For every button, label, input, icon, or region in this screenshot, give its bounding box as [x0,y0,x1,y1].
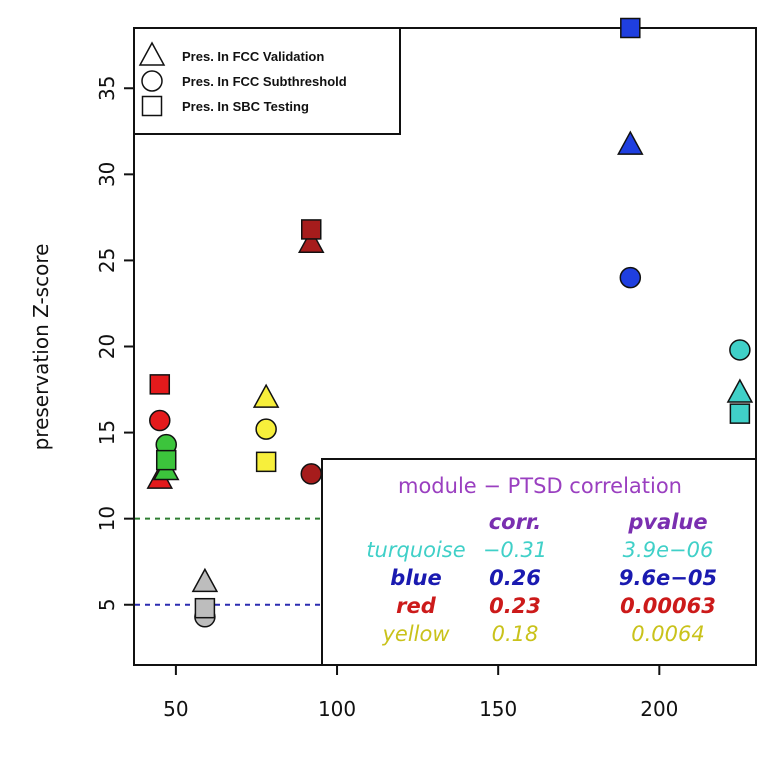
x-tick-label: 50 [163,697,188,721]
data-point-circle [619,266,642,289]
correlation-module: blue [390,566,441,590]
correlation-title: module − PTSD correlation [398,474,682,498]
x-tick-label: 100 [318,697,356,721]
x-tick-label: 200 [640,697,678,721]
correlation-module: turquoise [366,538,465,562]
data-point-triangle [617,130,644,155]
correlation-header: pvalue [627,510,707,534]
data-point-triangle [191,567,219,593]
correlation-module: yellow [381,622,450,646]
data-point-square [301,219,322,240]
data-point-circle [149,409,171,432]
data-point-square [620,17,641,39]
correlation-pvalue: 3.9e−06 [623,538,714,562]
x-axis: 50 100 150 200 [163,665,678,721]
data-point-square [149,374,171,395]
correlation-header: corr. [489,510,542,534]
data-point-square [255,451,277,473]
legend-label: Pres. In FCC Subthreshold [182,74,347,89]
y-tick-label: 10 [95,506,119,531]
y-axis-label: preservation Z-score [29,244,53,451]
legend-label: Pres. In FCC Validation [182,49,324,64]
y-tick-label: 25 [95,248,119,273]
correlation-module: red [396,594,437,618]
data-point-triangle [252,383,280,408]
legend-symbol-circle [141,70,163,92]
correlation-value: 0.23 [489,594,541,618]
data-point-square [729,403,751,424]
correlation-table: module − PTSD correlation corr. pvalue tur… [321,458,757,666]
y-tick-label: 30 [95,162,119,187]
shape-legend: Pres. In FCC Validation Pres. In FCC Subt… [133,27,401,135]
data-point-circle [300,463,323,485]
correlation-pvalue: 0.00063 [620,594,716,618]
y-tick-label: 35 [95,76,119,101]
x-tick-label: 150 [479,697,517,721]
y-axis: 5 10 15 20 25 30 35 [95,76,134,611]
y-tick-label: 5 [95,598,119,611]
data-point-triangle [297,228,325,253]
correlation-value: 0.18 [492,622,539,646]
data-point-triangle [726,378,754,403]
data-point-circle [255,418,277,440]
correlation-pvalue: 0.0064 [631,622,704,646]
data-point-circle [729,339,751,361]
legend-label: Pres. In SBC Testing [182,99,309,114]
legend-symbol-square [141,95,163,117]
data-point-square [194,597,216,619]
y-tick-label: 15 [95,420,119,445]
data-point-square [155,449,177,471]
correlation-value: 0.26 [489,566,541,590]
correlation-pvalue: 9.6e−05 [619,566,717,590]
correlation-value: −0.31 [483,538,547,562]
y-tick-label: 20 [95,334,119,359]
legend-symbol-triangle [138,41,166,66]
